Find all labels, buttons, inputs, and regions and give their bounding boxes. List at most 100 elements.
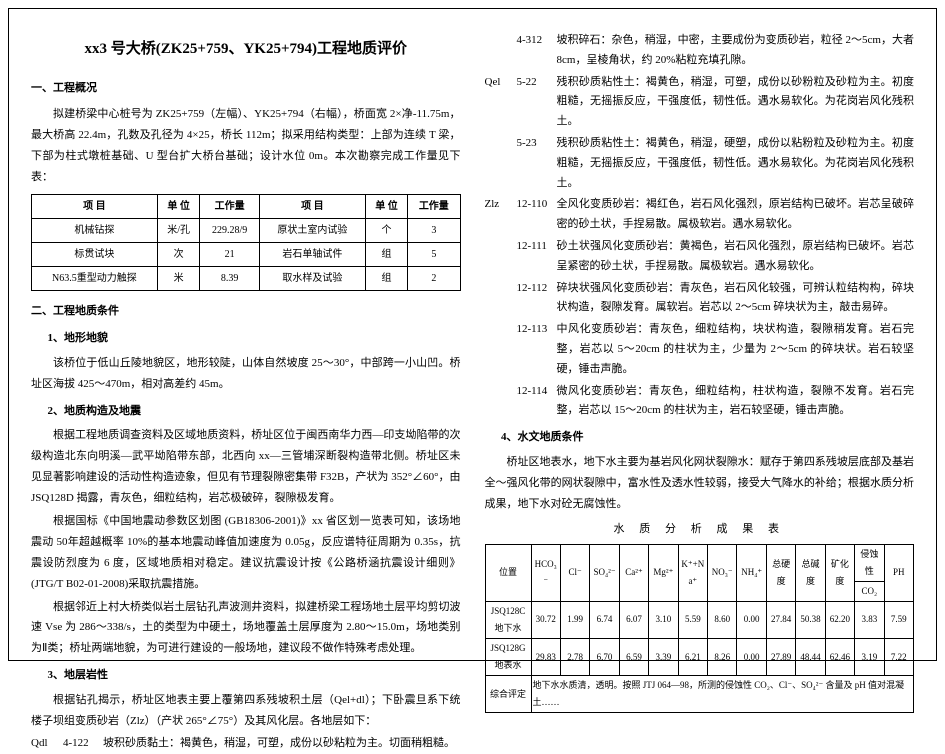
water-cell: 8.26: [708, 639, 737, 676]
water-cell: 7.22: [884, 639, 913, 676]
heading-geocond: 二、工程地质条件: [31, 301, 461, 322]
workload-cell: 5: [408, 242, 460, 266]
water-summary-label: 综合评定: [485, 676, 531, 713]
workload-cell: 标贯试块: [32, 242, 158, 266]
water-summary-text: 地下水水质清，透明。按照 JTJ 064—98，所测的侵蚀性 CO₂、Cl⁻、S…: [531, 676, 914, 713]
stratum-number: 12-114: [517, 382, 557, 422]
water-cell: 29.83: [531, 639, 560, 676]
water-cell: 6.21: [678, 639, 707, 676]
water-header: NO₃⁻: [708, 544, 737, 601]
water-cell: 3.10: [649, 601, 678, 638]
water-cell: 0.00: [737, 601, 766, 638]
water-cell: 7.59: [884, 601, 913, 638]
stratum-text: 中风化变质砂岩：青灰色，细粒结构，块状构造，裂隙稍发育。岩石完整，岩芯以 5～2…: [557, 320, 915, 379]
stratum-symbol: [485, 237, 517, 277]
water-cell: 6.07: [619, 601, 648, 638]
workload-cell: 原状土室内试验: [259, 218, 365, 242]
stratum-number: 5-22: [517, 73, 557, 132]
water-cell: 30.72: [531, 601, 560, 638]
workload-cell: 21: [200, 242, 259, 266]
stratum-text: 坡积碎石：杂色，稍湿，中密，主要成份为变质砂岩，粒径 2～5cm，大者8cm，呈…: [557, 31, 915, 71]
water-header: NH₄⁺: [737, 544, 766, 601]
stratum-text: 微风化变质砂岩：青灰色，细粒结构，柱状构造，裂隙不发育。岩石完整，岩芯以 15～…: [557, 382, 915, 422]
water-cell: JSQ128G地表水: [485, 639, 531, 676]
stratum-symbol: Zlz: [485, 195, 517, 235]
workload-cell: 2: [408, 266, 460, 290]
stratum-text: 碎块状强风化变质砂岩：青灰色，岩石风化较强，可辨认粒结构构，碎块状构造，裂隙发育…: [557, 279, 915, 319]
water-header: PH: [884, 544, 913, 601]
stratum-text: 残积砂质粘性土：褐黄色，稍湿，硬塑，成份以粘粉粒及砂粒为主。初度粗糙，无摇振反应…: [557, 134, 915, 193]
water-cell: 6.59: [619, 639, 648, 676]
stratum-text: 坡积砂质黏土：褐黄色，稍湿，可塑，成份以砂粘粒为主。切面稍粗糙。: [103, 734, 461, 754]
stratum-row: Qel5-22残积砂质粘性土：褐黄色，稍湿，可塑，成份以砂粉粒及砂粒为主。初度粗…: [485, 73, 915, 132]
workload-cell: 取水样及试验: [259, 266, 365, 290]
workload-cell: 229.28/9: [200, 218, 259, 242]
workload-cell: N63.5重型动力触探: [32, 266, 158, 290]
para-struct1: 根据工程地质调查资料及区域地质资料，桥址区位于闽西南华力西—印支坳陷带的次级构造…: [31, 425, 461, 509]
stratum-number: 4-122: [63, 734, 103, 754]
stratum-symbol: [485, 31, 517, 71]
stratum-number: 4-312: [517, 31, 557, 71]
stratum-row: 12-113中风化变质砂岩：青灰色，细粒结构，块状构造，裂隙稍发育。岩石完整，岩…: [485, 320, 915, 379]
stratum-number: 5-23: [517, 134, 557, 193]
heading-overview: 一、工程概况: [31, 78, 461, 99]
workload-row: 机械钻探米/孔229.28/9原状土室内试验个3: [32, 218, 461, 242]
water-row: JSQ128C地下水30.721.996.746.073.105.598.600…: [485, 601, 914, 638]
water-header: SO₄²⁻: [590, 544, 619, 601]
water-cell: 6.70: [590, 639, 619, 676]
water-cell: 62.20: [825, 601, 854, 638]
workload-cell: 岩石单轴试件: [259, 242, 365, 266]
water-header: Cl⁻: [560, 544, 589, 601]
stratum-number: 12-113: [517, 320, 557, 379]
stratum-symbol: [485, 134, 517, 193]
stratum-symbol: [485, 279, 517, 319]
water-cell: 27.89: [766, 639, 795, 676]
water-cell: 5.59: [678, 601, 707, 638]
workload-row: 标贯试块次21岩石单轴试件组5: [32, 242, 461, 266]
water-cell: JSQ128C地下水: [485, 601, 531, 638]
water-cell: 0.00: [737, 639, 766, 676]
workload-cell: 个: [365, 218, 407, 242]
stratum-row: Qdl 4-122 坡积砂质黏土：褐黄色，稍湿，可塑，成份以砂粘粒为主。切面稍粗…: [31, 734, 461, 754]
stratum-number: 12-110: [517, 195, 557, 235]
workload-cell: 次: [157, 242, 200, 266]
stratum-symbol: Qdl: [31, 734, 63, 754]
para-topo: 该桥位于低山丘陵地貌区，地形较陡，山体自然坡度 25～30°，中部跨一小山凹。桥…: [31, 353, 461, 395]
stratum-row: 12-114微风化变质砂岩：青灰色，细粒结构，柱状构造，裂隙不发育。岩石完整，岩…: [485, 382, 915, 422]
workload-cell: 8.39: [200, 266, 259, 290]
stratum-row: 12-112碎块状强风化变质砂岩：青灰色，岩石风化较强，可辨认粒结构构，碎块状构…: [485, 279, 915, 319]
stratum-text: 砂土状强风化变质砂岩：黄褐色，岩石风化强烈，原岩结构已破坏。岩芯呈紧密的砂土状，…: [557, 237, 915, 277]
water-header: HCO₃⁻: [531, 544, 560, 601]
para-struct3: 根据邻近上村大桥类似岩土层钻孔声波测井资料，拟建桥梁工程场地土层平均剪切波速 V…: [31, 597, 461, 660]
stratum-symbol: [485, 320, 517, 379]
page-title: xx3 号大桥(ZK25+759、YK25+794)工程地质评价: [31, 35, 461, 64]
workload-header: 工作量: [200, 194, 259, 218]
heading-soil: 3、地层岩性: [31, 665, 461, 686]
para-struct2: 根据国标《中国地震动参数区划图 (GB18306-2001)》xx 省区划一览表…: [31, 511, 461, 595]
water-cell: 3.19: [855, 639, 884, 676]
water-summary-row: 综合评定地下水水质清，透明。按照 JTJ 064—98，所测的侵蚀性 CO₂、C…: [485, 676, 914, 713]
water-cell: 3.39: [649, 639, 678, 676]
water-cell: 27.84: [766, 601, 795, 638]
water-cell: 8.60: [708, 601, 737, 638]
workload-cell: 3: [408, 218, 460, 242]
water-header: 总硬度: [766, 544, 795, 601]
stratum-text: 残积砂质粘性土：褐黄色，稍湿，可塑，成份以砂粉粒及砂粒为主。初度粗糙，无摇振反应…: [557, 73, 915, 132]
water-cell: 1.99: [560, 601, 589, 638]
workload-cell: 米: [157, 266, 200, 290]
heading-hydro: 4、水文地质条件: [485, 427, 915, 448]
water-header: Mg²⁺: [649, 544, 678, 601]
water-cell: 50.38: [796, 601, 825, 638]
water-header: K⁺+Na⁺: [678, 544, 707, 601]
stratum-symbol: [485, 382, 517, 422]
workload-row: N63.5重型动力触探米8.39取水样及试验组2: [32, 266, 461, 290]
workload-cell: 机械钻探: [32, 218, 158, 242]
water-cell: 2.78: [560, 639, 589, 676]
workload-header: 工作量: [408, 194, 460, 218]
water-cell: 6.74: [590, 601, 619, 638]
workload-header: 项 目: [32, 194, 158, 218]
stratum-text: 全风化变质砂岩：褐红色，岩石风化强烈，原岩结构已破坏。岩芯呈破碎密的砂土状，手捏…: [557, 195, 915, 235]
water-table-title: 水 质 分 析 成 果 表: [485, 519, 915, 540]
water-header: 总碱度: [796, 544, 825, 601]
water-header-sub: CO₂: [855, 581, 884, 601]
